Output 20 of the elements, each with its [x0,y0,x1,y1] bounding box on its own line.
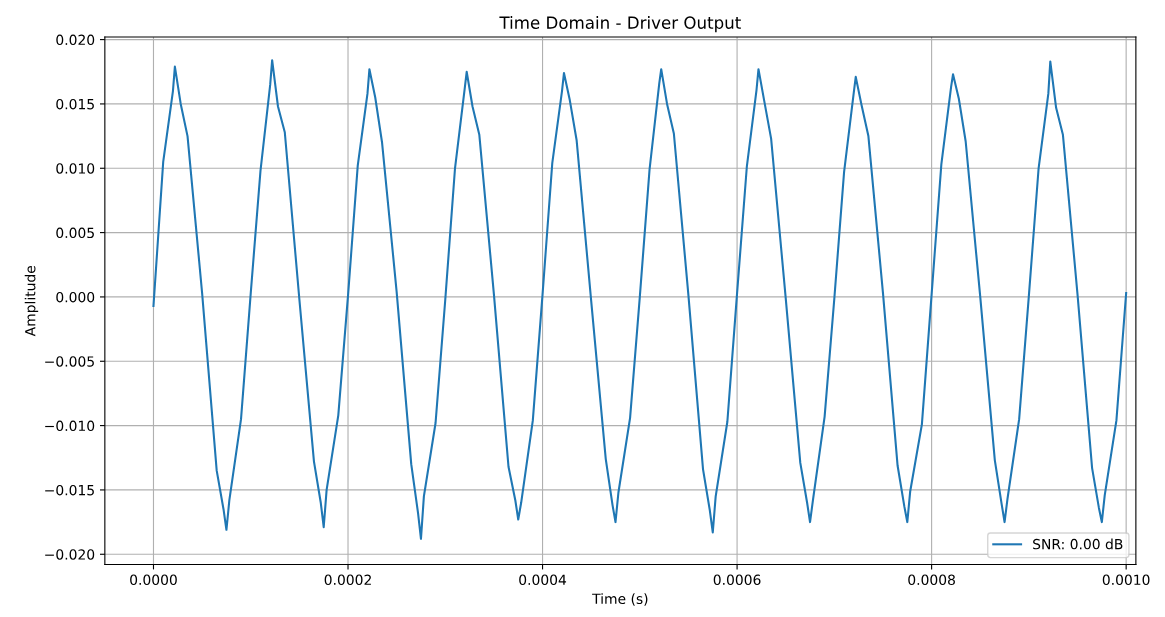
y-tick-label: −0.010 [45,420,95,432]
x-tick-label: 0.0000 [130,574,177,586]
x-tick-label: 0.0008 [908,574,955,586]
y-tick-label: 0.020 [56,34,95,46]
x-tick-label: 0.0002 [324,574,371,586]
legend-label: SNR: 0.00 dB [1033,538,1123,550]
chart-title: Time Domain - Driver Output [499,16,741,33]
line-series [152,59,1128,540]
y-tick-label: 0.005 [56,227,94,239]
x-tick-label: 0.0006 [713,574,761,586]
y-tick-label: −0.020 [45,549,95,560]
y-tick-label: 0.015 [56,98,94,110]
y-tick-label: 0.000 [56,291,95,303]
y-tick-label: −0.005 [45,356,94,367]
x-tick-label: 0.0004 [519,574,567,586]
y-tick-label: −0.015 [45,484,94,496]
x-axis-title: Time (s) [592,593,648,606]
y-tick-label: 0.010 [56,163,95,174]
y-axis-title: Amplitude [24,265,39,337]
x-tick-label: 0.0010 [1102,574,1150,586]
